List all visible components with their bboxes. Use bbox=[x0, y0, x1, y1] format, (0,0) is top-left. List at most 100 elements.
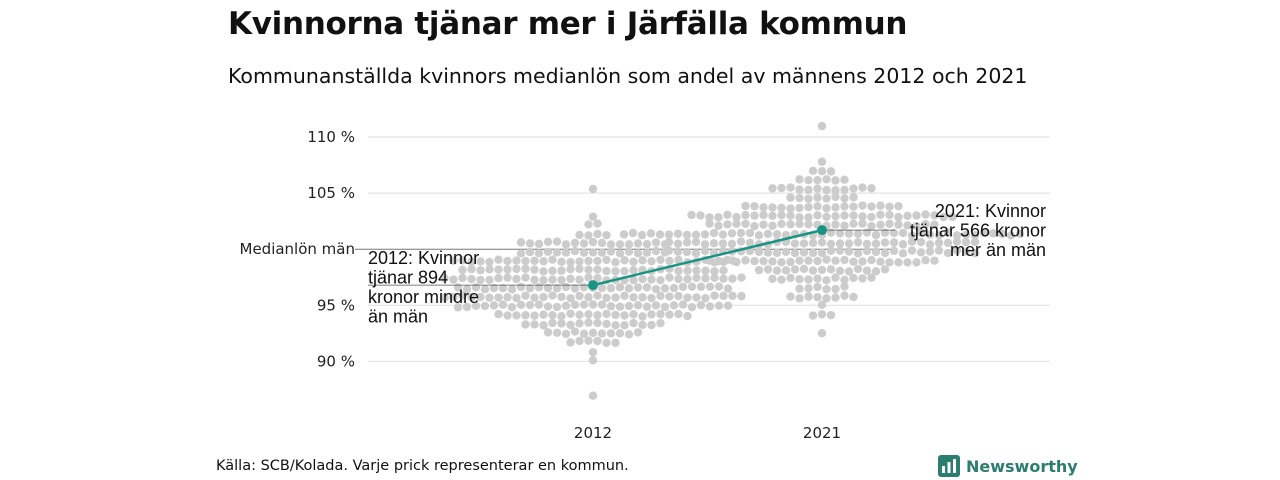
municipality-dot bbox=[795, 284, 804, 293]
municipality-dot bbox=[485, 257, 494, 267]
municipality-dot bbox=[512, 311, 521, 320]
municipality-dot bbox=[804, 220, 813, 229]
municipality-dot bbox=[853, 249, 863, 258]
municipality-dot bbox=[633, 328, 643, 337]
municipality-dot bbox=[530, 275, 539, 284]
municipality-dot bbox=[620, 266, 629, 276]
municipality-dot bbox=[656, 291, 665, 301]
municipality-dot bbox=[561, 329, 571, 339]
municipality-dot bbox=[934, 230, 944, 240]
municipality-dot bbox=[687, 210, 696, 220]
municipality-dot bbox=[728, 274, 737, 283]
municipality-dot bbox=[683, 274, 692, 284]
municipality-dot bbox=[597, 238, 607, 248]
municipality-dot bbox=[840, 221, 849, 230]
municipality-dot bbox=[777, 203, 786, 212]
municipality-dot bbox=[907, 246, 917, 255]
municipality-dot bbox=[691, 249, 701, 258]
municipality-dot bbox=[808, 266, 818, 275]
municipality-dot bbox=[790, 239, 800, 248]
municipality-dot bbox=[597, 248, 607, 257]
municipality-dot bbox=[521, 291, 530, 300]
municipality-dot bbox=[719, 291, 728, 301]
brand-logo[interactable]: Newsworthy bbox=[938, 455, 1078, 477]
municipality-dot bbox=[871, 239, 881, 248]
municipality-dot bbox=[471, 301, 481, 310]
municipality-dot bbox=[862, 239, 872, 249]
municipality-dot bbox=[584, 310, 593, 319]
municipality-dot bbox=[682, 230, 692, 240]
municipality-dot bbox=[880, 228, 890, 237]
municipality-dot bbox=[620, 256, 629, 265]
municipality-dot bbox=[786, 292, 795, 301]
municipality-dot bbox=[489, 283, 499, 293]
municipality-dot bbox=[494, 293, 503, 302]
municipality-dot bbox=[548, 318, 557, 328]
municipality-dot bbox=[593, 256, 602, 266]
municipality-dot bbox=[930, 256, 939, 265]
municipality-dot bbox=[768, 211, 777, 221]
municipality-dot bbox=[570, 300, 580, 309]
municipality-dot bbox=[647, 293, 656, 303]
municipality-dot bbox=[745, 228, 755, 238]
municipality-dot bbox=[561, 240, 571, 249]
municipality-dot bbox=[939, 212, 948, 222]
municipality-dot bbox=[840, 255, 849, 265]
municipality-dot bbox=[719, 274, 728, 283]
municipality-dot bbox=[813, 256, 822, 266]
annotation-2012-line: än män bbox=[368, 307, 428, 327]
municipality-dot bbox=[628, 228, 638, 238]
municipality-dot bbox=[539, 257, 548, 266]
municipality-dot bbox=[637, 230, 647, 240]
municipality-dot bbox=[552, 284, 562, 293]
municipality-dot bbox=[795, 274, 804, 284]
municipality-dot bbox=[1015, 229, 1025, 239]
municipality-dot bbox=[840, 202, 849, 211]
municipality-dot bbox=[557, 311, 566, 321]
municipality-dot bbox=[638, 320, 647, 330]
municipality-dot bbox=[579, 329, 589, 338]
municipality-dot bbox=[727, 229, 737, 238]
municipality-dot bbox=[606, 247, 616, 256]
municipality-dot bbox=[930, 220, 939, 229]
municipality-dot bbox=[548, 266, 557, 276]
municipality-dot bbox=[489, 301, 499, 310]
municipality-dot bbox=[750, 221, 759, 231]
municipality-dot bbox=[768, 184, 777, 193]
municipality-dot bbox=[566, 258, 575, 267]
municipality-dot bbox=[669, 283, 679, 293]
municipality-dot bbox=[723, 301, 733, 310]
municipality-dot bbox=[579, 239, 589, 248]
municipality-dot bbox=[867, 221, 876, 231]
municipality-dot bbox=[844, 247, 854, 256]
municipality-dot bbox=[849, 211, 858, 220]
municipality-dot bbox=[552, 328, 562, 337]
municipality-dot bbox=[741, 210, 750, 220]
municipality-dot bbox=[691, 230, 701, 239]
highlight-series-jarfalla bbox=[588, 225, 827, 291]
municipality-dot bbox=[494, 265, 503, 274]
municipality-dot bbox=[858, 274, 867, 283]
municipality-dot bbox=[566, 309, 575, 318]
municipality-dot bbox=[476, 257, 485, 266]
municipality-dot bbox=[593, 310, 602, 320]
municipality-dot bbox=[566, 320, 575, 330]
municipality-dot bbox=[786, 204, 795, 213]
municipality-dot bbox=[871, 230, 881, 240]
municipality-dot bbox=[817, 157, 827, 166]
municipality-dot bbox=[647, 320, 656, 330]
municipality-dot bbox=[867, 255, 876, 265]
municipality-dot bbox=[682, 238, 692, 247]
municipality-dot bbox=[903, 221, 912, 230]
municipality-dot bbox=[449, 292, 458, 302]
municipality-dot bbox=[678, 300, 688, 309]
municipality-dot bbox=[579, 248, 589, 257]
municipality-dot bbox=[970, 231, 980, 240]
municipality-dot bbox=[831, 176, 840, 185]
municipality-dot bbox=[588, 184, 598, 194]
municipality-dot bbox=[813, 282, 822, 292]
x-tick-label-2012: 2012 bbox=[574, 424, 612, 442]
municipality-dot bbox=[799, 264, 809, 274]
municipality-dot bbox=[925, 247, 935, 256]
